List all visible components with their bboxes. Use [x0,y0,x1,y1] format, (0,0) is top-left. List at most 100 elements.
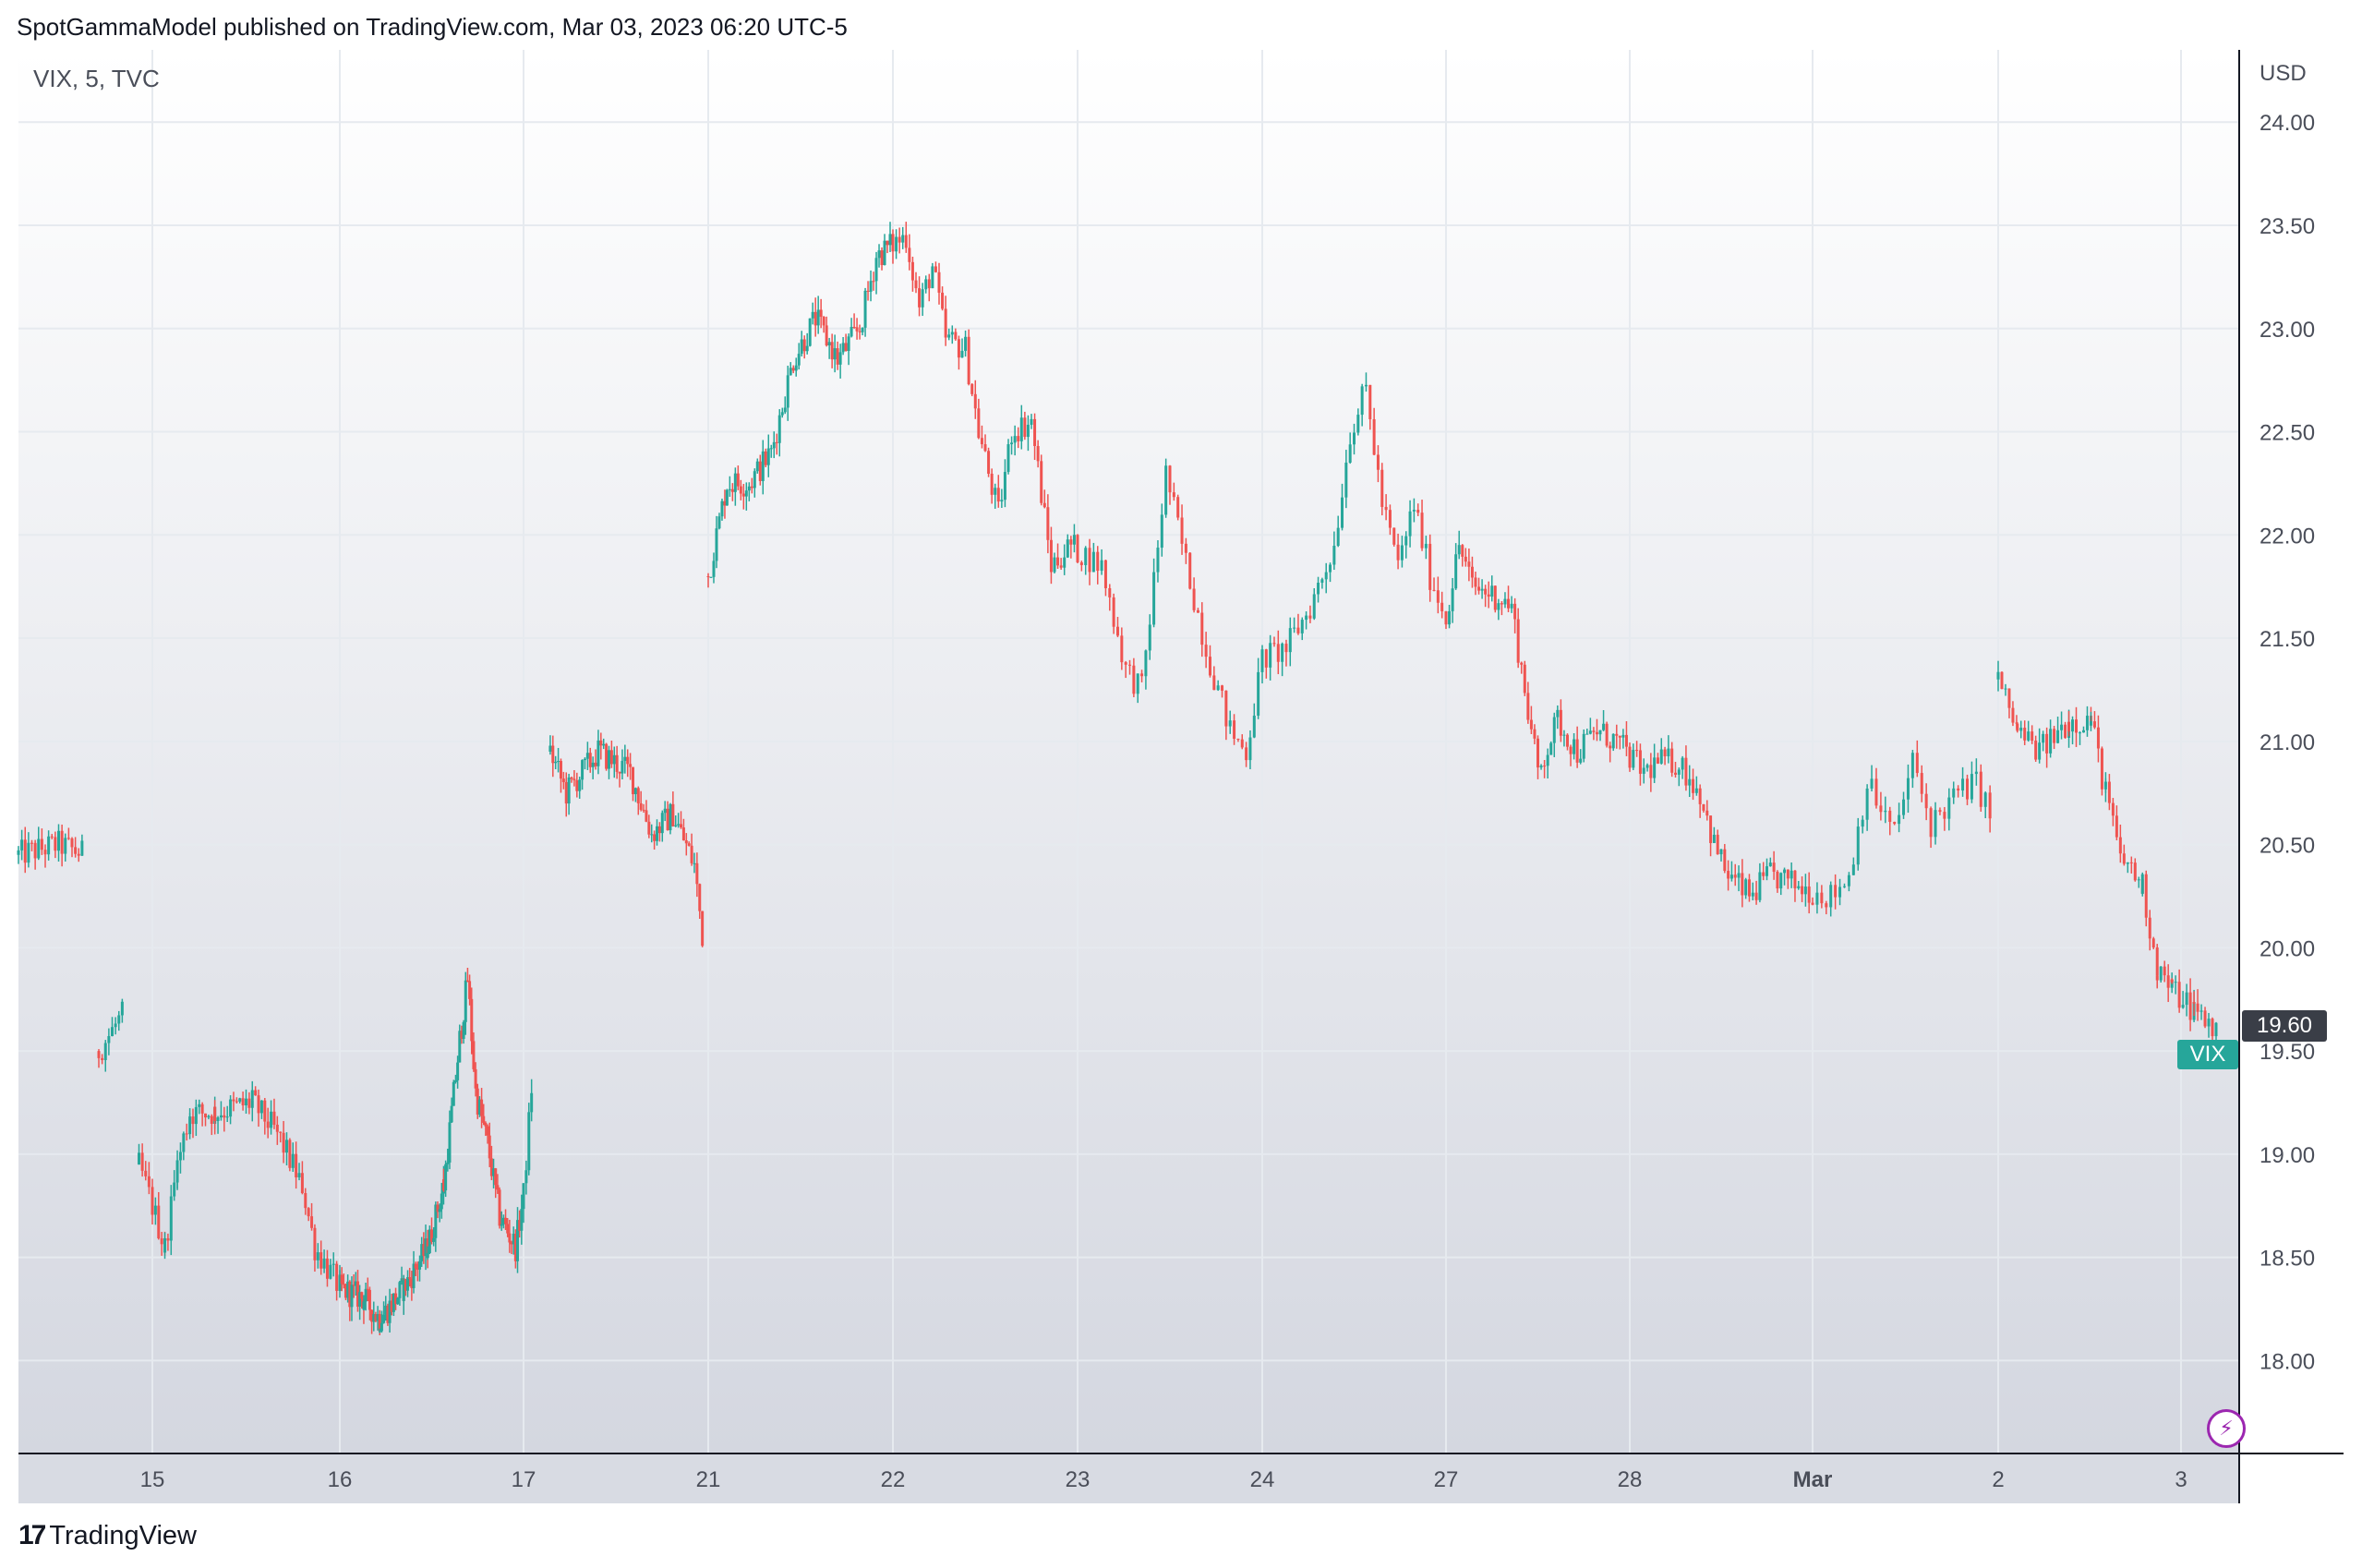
candle-body [847,336,850,352]
candle-body [1727,871,1730,879]
candle-body [1801,886,1804,895]
candle-body [173,1182,176,1197]
candle-body [786,375,789,408]
candle-body [390,1300,393,1312]
candle-body [1059,565,1063,568]
candle-body [1667,748,1670,757]
candle-body [338,1274,342,1276]
candle-body [833,348,837,360]
candle-body [138,1152,140,1165]
candle-body [1961,778,1965,791]
candle-body [472,1041,476,1069]
lightning-bolt-icon[interactable]: ⚡ [2207,1409,2246,1448]
candle-body [440,1193,443,1210]
candle-body [669,803,672,831]
candle-body [1523,664,1526,694]
candle-body [1152,572,1156,625]
publisher-caption: SpotGammaModel published on TradingView.… [17,13,848,41]
candle-body [140,1152,144,1171]
candle-body [40,838,43,850]
candle-body [1493,585,1497,610]
candle-body [398,1282,402,1298]
candle-body [822,317,825,326]
candle-body [182,1133,186,1152]
candle-body [2207,1019,2211,1027]
candle-body [436,1204,440,1212]
candle-body [766,448,770,465]
candle-body [2015,722,2019,724]
candle-body [1861,819,1864,827]
candle-body [1615,733,1619,736]
candle-body [2118,845,2122,854]
candle-body [2049,729,2053,754]
candle-body [666,808,669,831]
candle-body [325,1258,329,1279]
candle-body [1136,673,1139,694]
candle-body [452,1081,455,1106]
candle-body [588,753,592,767]
candle-body [677,824,681,826]
candle-body [597,740,600,766]
candle-body [1497,603,1500,610]
candle-body [414,1263,417,1269]
candle-body [548,745,552,752]
candle-body [1372,419,1376,455]
candle-body [594,762,597,766]
candle-body [331,1263,335,1265]
candle-body [1744,879,1748,896]
last-price-label: 19.60 [2242,1010,2327,1042]
candle-body [1649,765,1653,778]
candle-body [1033,418,1037,447]
candle-body [1729,874,1733,879]
candle-body [1768,862,1772,867]
candle-body [855,327,859,332]
candle-body [561,778,565,782]
candle-body [706,576,710,577]
candle-body [2151,938,2155,948]
candle-body [783,407,787,413]
candle-body [1659,749,1663,764]
candle-body [2089,721,2092,726]
price-tick-label: 20.50 [2260,834,2315,859]
candle-body [1096,551,1100,572]
candle-body [1076,535,1079,562]
candle-body [1248,737,1252,761]
candle-body [633,788,637,795]
candle-body [994,488,997,495]
tradingview-logo[interactable]: 17 TradingView [18,1520,197,1551]
candle-body [841,343,845,353]
candle-body [1865,788,1869,820]
candle-body [200,1104,204,1114]
candle-body [698,884,702,911]
candle-body [1368,384,1372,420]
price-tick-label: 19.00 [2260,1143,2315,1168]
candle-body [1929,808,1933,838]
candle-body [684,840,688,844]
candle-body [354,1281,357,1286]
candle-body [1539,766,1543,768]
candle-body [1006,444,1010,473]
candle-body [1272,643,1276,645]
candle-body [2155,947,2159,976]
candle-body [1674,772,1677,775]
price-axis: 18.00 18.50 19.00 19.50 20.00 20.50 21.00 21.50… [2260,111,2315,1374]
candle-body [764,451,767,465]
candle-body [2060,724,2064,730]
candle-body [1934,810,1937,838]
candle-body [557,761,560,763]
candle-body [908,247,911,262]
candle-body [1507,598,1511,609]
candle-body [1100,560,1103,572]
candle-body [671,803,675,826]
candle-body [1072,535,1076,545]
candle-body [1549,742,1553,755]
candle-body [510,1242,513,1245]
candle-body [944,308,947,338]
candle-body [1480,588,1484,591]
candle-body [489,1158,493,1176]
candle-body [780,412,784,416]
candle-body [957,339,960,358]
candle-body [1257,671,1260,716]
candle-body [852,327,856,329]
